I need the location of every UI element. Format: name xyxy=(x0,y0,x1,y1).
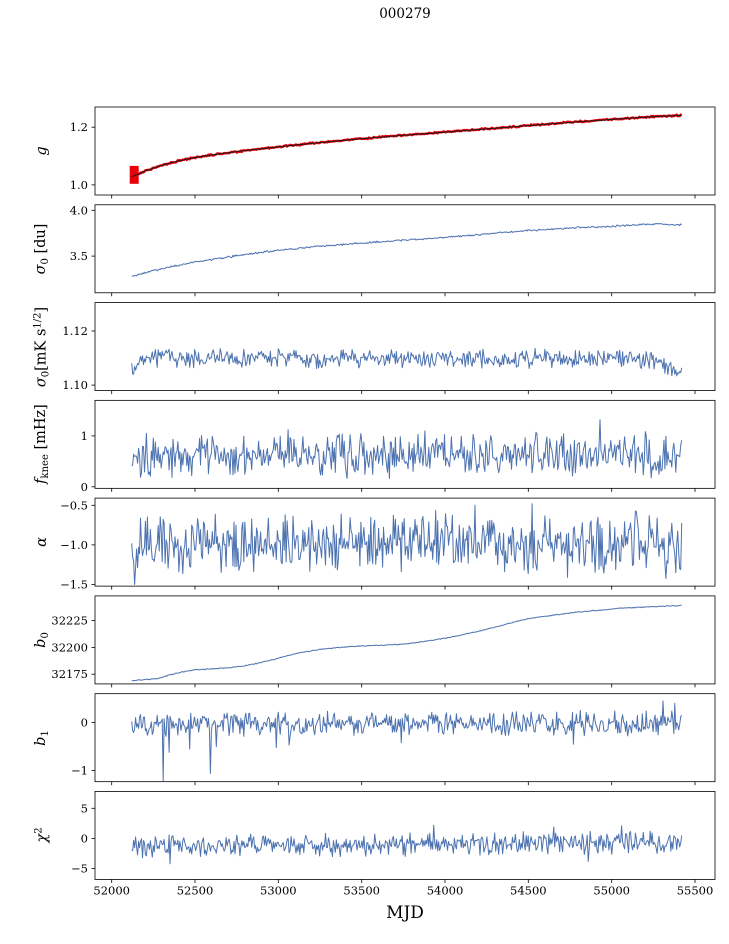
b1-line xyxy=(131,700,683,782)
y-axis-label-g: g xyxy=(34,146,50,156)
axes-frame-g xyxy=(94,106,716,196)
b0-line xyxy=(131,604,682,682)
sigma0-mks-line xyxy=(131,347,683,377)
figure-title: 000279 xyxy=(379,6,431,22)
g-fit-line xyxy=(131,114,682,178)
subplot-alpha: −1.5 −1.0 −0.5 xyxy=(60,497,716,592)
axes-frame-sigma0-mks xyxy=(94,302,716,391)
subplot-b1: −1 0 xyxy=(71,693,716,786)
x-tick-label: 54500 xyxy=(510,884,547,898)
y-axis-label-sigma0-mks: σ0[mK s1/2] xyxy=(32,306,52,387)
y-tick-label: −1 xyxy=(71,764,88,778)
subplot-g: 1.0 1.2 xyxy=(70,106,716,199)
axes-frame-b0 xyxy=(94,595,716,685)
y-axis-label-b0: b0 xyxy=(33,632,51,648)
subplot-chi2: −5 0 5 52000 52500 53000 53500 54000 54500 55000 5… xyxy=(71,791,716,898)
y-axis-label-sigma0-du: σ0 [du] xyxy=(33,223,51,275)
subplot-sigma0-mks: 1.10 1.12 xyxy=(62,302,716,395)
y-tick-label: 1.10 xyxy=(62,378,88,392)
axes-frame-alpha xyxy=(94,497,716,587)
y-tick-label: 32175 xyxy=(51,667,88,681)
g-data-line xyxy=(131,113,683,178)
y-tick-label: 1.12 xyxy=(62,324,88,338)
x-tick-label: 53000 xyxy=(260,884,297,898)
x-tick-label: 54000 xyxy=(427,884,464,898)
y-tick-label: 4.0 xyxy=(70,203,88,217)
y-tick-label: −0.5 xyxy=(60,498,88,512)
y-tick-label: 32200 xyxy=(51,640,88,654)
y-tick-label: 0 xyxy=(81,480,88,494)
y-axis-label-b1: b1 xyxy=(33,729,51,746)
x-tick-label: 52500 xyxy=(177,884,214,898)
x-tick-label: 53500 xyxy=(343,884,380,898)
sigma0-du-line xyxy=(131,223,682,277)
alpha-line xyxy=(131,503,683,585)
subplot-sigma0-du: 3.5 4.0 xyxy=(70,203,716,297)
y-axis-label-fknee: fknee [mHz] xyxy=(33,404,51,485)
y-tick-label: −1.5 xyxy=(60,578,88,592)
y-tick-label: 0 xyxy=(81,716,88,730)
y-tick-label: 0 xyxy=(81,832,88,846)
y-tick-label: 5 xyxy=(81,801,88,815)
y-axis-label-alpha: α xyxy=(34,537,50,548)
x-tick-label: 55000 xyxy=(593,884,630,898)
x-tick-label: 55500 xyxy=(677,884,714,898)
axes-frame-b1 xyxy=(94,693,716,783)
y-tick-label: 32225 xyxy=(51,614,88,628)
y-tick-label: 1.0 xyxy=(70,178,88,192)
axes-frame-chi2 xyxy=(94,791,716,880)
x-tick-label: 52000 xyxy=(93,884,130,898)
axes-frame-sigma0-du xyxy=(94,204,716,294)
subplot-fknee: 01 xyxy=(81,399,716,494)
x-axis-label: MJD xyxy=(386,903,424,923)
subplot-b0: 32175 32200 32225 xyxy=(51,595,716,688)
fknee-line xyxy=(131,419,683,480)
y-tick-label: −1.0 xyxy=(60,538,88,552)
y-tick-label: 3.5 xyxy=(70,249,88,263)
y-axis-label-chi2: χ2 xyxy=(33,827,51,844)
y-tick-label: −5 xyxy=(71,862,88,876)
axes-frame-fknee xyxy=(94,399,716,489)
y-tick-label: 1 xyxy=(81,429,88,443)
chi2-line xyxy=(131,824,683,865)
y-tick-label: 1.2 xyxy=(70,120,88,134)
